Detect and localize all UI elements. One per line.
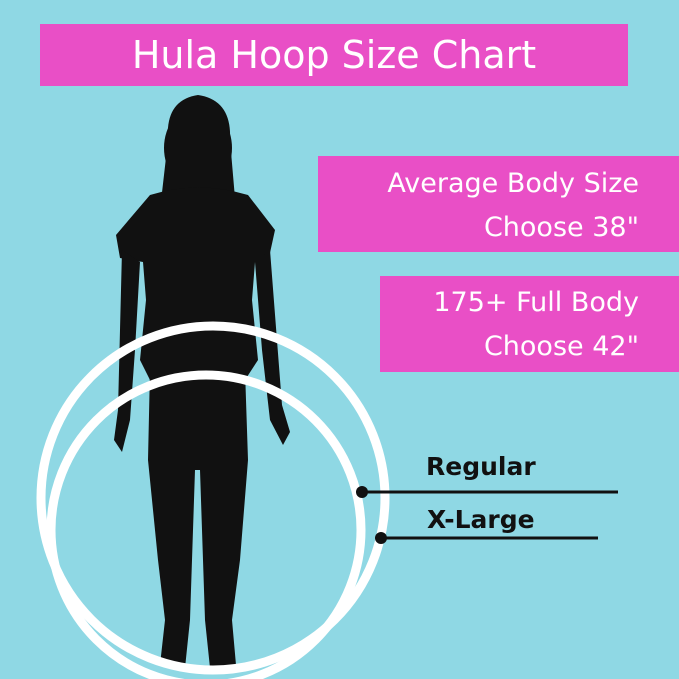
- page-title: Hula Hoop Size Chart: [131, 33, 537, 77]
- recommendation-line2: Choose 38": [483, 212, 639, 243]
- recommendation-full-body: 175+ Full Body Choose 42": [380, 276, 679, 372]
- recommendation-line2: Choose 42": [483, 331, 639, 362]
- title-banner: Hula Hoop Size Chart: [40, 24, 628, 86]
- recommendation-line1: 175+ Full Body: [433, 287, 639, 318]
- x-large-hoop: [36, 321, 390, 675]
- recommendation-average: Average Body Size Choose 38": [318, 156, 679, 252]
- recommendation-line1: Average Body Size: [387, 168, 639, 199]
- x-large-label: X-Large: [427, 505, 535, 534]
- regular-hoop: [46, 370, 366, 679]
- regular-label: Regular: [426, 452, 536, 481]
